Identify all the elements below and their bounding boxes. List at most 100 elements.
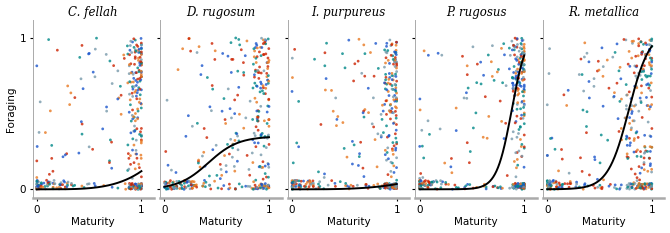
Point [389, 99, 400, 103]
Point [518, 67, 529, 71]
Point [383, 185, 394, 188]
Point [234, 139, 245, 143]
Point [516, 113, 527, 117]
Point [255, 104, 266, 108]
Point [321, 41, 332, 45]
Point [228, 143, 239, 147]
Point [389, 98, 399, 102]
Point [381, 99, 392, 102]
Point [515, 138, 526, 141]
Point [633, 71, 644, 75]
Point [234, 182, 245, 186]
Point [131, 84, 142, 87]
Point [36, 182, 46, 186]
Point [636, 50, 647, 54]
Point [253, 76, 264, 80]
Point [490, 184, 500, 188]
Point [256, 133, 267, 137]
Point [171, 171, 182, 174]
Point [180, 186, 191, 190]
Point [44, 182, 55, 186]
Point [509, 45, 520, 49]
Point [597, 185, 608, 189]
Point [34, 184, 45, 188]
Point [546, 184, 557, 188]
Point [510, 184, 521, 188]
Point [263, 184, 274, 188]
Point [509, 160, 520, 163]
Point [136, 133, 147, 137]
Point [174, 182, 185, 185]
Point [388, 152, 399, 156]
Point [390, 186, 401, 190]
Point [253, 115, 263, 119]
Point [519, 185, 529, 189]
Point [218, 97, 229, 100]
Point [198, 151, 209, 154]
Point [264, 58, 275, 62]
Point [125, 103, 136, 107]
Point [643, 182, 653, 186]
Point [516, 42, 527, 45]
Point [630, 54, 641, 58]
Point [513, 182, 523, 185]
Point [644, 53, 655, 56]
Point [507, 185, 517, 189]
Point [515, 186, 525, 189]
Point [571, 185, 582, 189]
Point [363, 111, 374, 114]
Point [123, 168, 133, 172]
Point [136, 61, 147, 64]
Point [218, 184, 229, 187]
Point [132, 184, 143, 188]
Point [263, 60, 274, 64]
Point [249, 141, 260, 145]
Point [180, 180, 191, 183]
Point [289, 181, 300, 185]
Point [252, 115, 263, 119]
Point [415, 184, 425, 187]
Point [515, 184, 526, 188]
Point [389, 184, 400, 187]
Point [124, 182, 135, 185]
Point [462, 96, 472, 100]
Point [430, 187, 441, 191]
Point [136, 70, 147, 74]
Point [383, 173, 393, 176]
Point [631, 85, 642, 88]
Point [101, 53, 112, 56]
Point [256, 82, 267, 86]
Point [511, 58, 522, 62]
Point [136, 157, 147, 160]
Point [645, 135, 656, 138]
Point [542, 183, 553, 186]
Point [639, 182, 650, 186]
Point [614, 99, 625, 103]
Point [504, 67, 515, 71]
Point [253, 141, 263, 145]
Point [630, 64, 641, 68]
Point [340, 182, 351, 185]
Point [513, 70, 523, 74]
Point [249, 55, 260, 59]
Point [258, 177, 269, 181]
Point [130, 48, 141, 52]
Point [332, 115, 343, 118]
Point [129, 90, 140, 94]
Point [125, 183, 136, 187]
Point [87, 147, 98, 151]
Point [618, 38, 629, 41]
Point [31, 185, 42, 188]
Point [644, 107, 655, 111]
Point [387, 147, 398, 151]
Point [385, 76, 395, 79]
Point [326, 179, 337, 182]
Point [384, 182, 395, 185]
Point [387, 107, 397, 110]
Point [189, 180, 200, 184]
Point [31, 159, 42, 163]
Point [488, 185, 498, 188]
Point [500, 84, 511, 88]
Point [481, 187, 492, 191]
Point [377, 117, 387, 121]
